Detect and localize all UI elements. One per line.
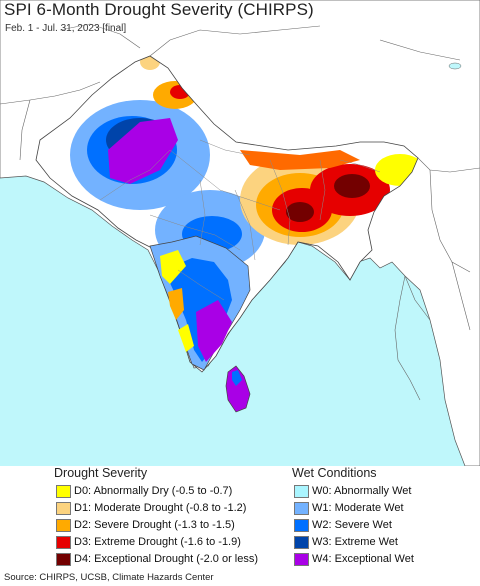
legend-label: W1: Moderate Wet (312, 502, 404, 514)
legend-item-d3: D3: Extreme Drought (-1.6 to -1.9) (56, 535, 241, 549)
legend-swatch (294, 501, 309, 515)
drought-map: SPI 6-Month Drought Severity (CHIRPS) Fe… (0, 0, 480, 466)
legend-item-w2: W2: Severe Wet (294, 518, 392, 532)
legend-swatch (56, 501, 71, 515)
wet-legend-heading: Wet Conditions (292, 466, 377, 480)
legend-swatch (294, 484, 309, 498)
legend: Drought Severity Wet Conditions D0: Abno… (0, 466, 480, 570)
drought-legend-heading: Drought Severity (54, 466, 148, 480)
legend-swatch (56, 535, 71, 549)
legend-swatch (294, 518, 309, 532)
legend-item-d2: D2: Severe Drought (-1.3 to -1.5) (56, 518, 235, 532)
legend-swatch (294, 552, 309, 566)
legend-swatch (294, 535, 309, 549)
legend-item-d1: D1: Moderate Drought (-0.8 to -1.2) (56, 501, 246, 515)
legend-item-w1: W1: Moderate Wet (294, 501, 404, 515)
legend-label: W2: Severe Wet (312, 519, 392, 531)
legend-label: D4: Exceptional Drought (-2.0 or less) (74, 553, 259, 565)
legend-item-w3: W3: Extreme Wet (294, 535, 398, 549)
legend-swatch (56, 518, 71, 532)
legend-item-w4: W4: Exceptional Wet (294, 552, 414, 566)
legend-label: D1: Moderate Drought (-0.8 to -1.2) (74, 502, 247, 514)
map-subtitle: Feb. 1 - Jul. 31, 2023 [final] (5, 23, 127, 34)
legend-label: D0: Abnormally Dry (-0.5 to -0.7) (74, 485, 233, 497)
legend-label: W0: Abnormally Wet (312, 485, 412, 497)
source-credit: Source: CHIRPS, UCSB, Climate Hazards Ce… (4, 572, 214, 583)
legend-label: W3: Extreme Wet (312, 536, 398, 548)
legend-label: W4: Exceptional Wet (312, 553, 414, 565)
map-title: SPI 6-Month Drought Severity (CHIRPS) (4, 0, 314, 19)
map-canvas (0, 0, 480, 466)
legend-swatch (56, 484, 71, 498)
legend-label: D2: Severe Drought (-1.3 to -1.5) (74, 519, 235, 531)
legend-item-d0: D0: Abnormally Dry (-0.5 to -0.7) (56, 484, 232, 498)
legend-label: D3: Extreme Drought (-1.6 to -1.9) (74, 536, 241, 548)
legend-swatch (56, 552, 71, 566)
legend-item-w0: W0: Abnormally Wet (294, 484, 411, 498)
legend-item-d4: D4: Exceptional Drought (-2.0 or less) (56, 552, 258, 566)
